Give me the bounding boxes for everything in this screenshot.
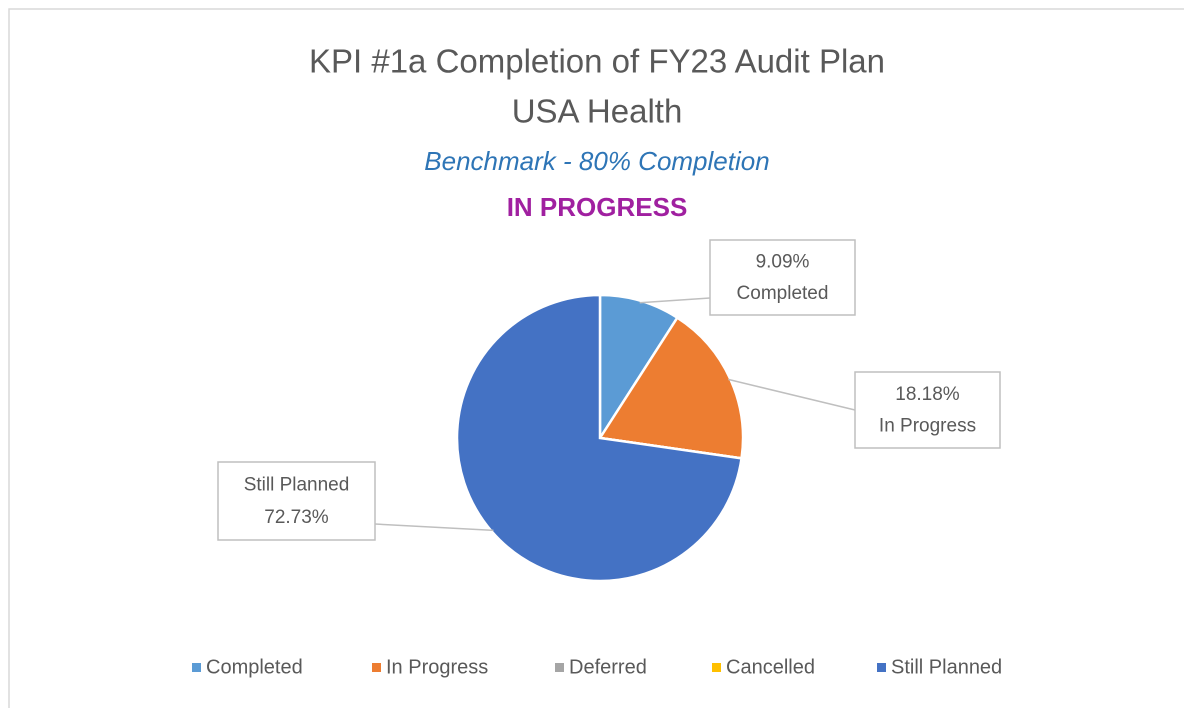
legend-label: Completed <box>206 656 303 678</box>
status-note: IN PROGRESS <box>507 192 688 222</box>
legend-label: In Progress <box>386 656 488 678</box>
pie-slice <box>455 293 743 583</box>
data-label-category: Completed <box>737 283 829 304</box>
legend-label: Still Planned <box>891 656 1002 678</box>
label-box <box>854 371 1001 449</box>
benchmark-note: Benchmark - 80% Completion <box>424 146 769 176</box>
leader-line <box>374 523 494 532</box>
leader-line <box>639 297 711 304</box>
legend-swatch <box>192 663 201 672</box>
leader-line <box>728 378 856 411</box>
data-label-category: Still Planned <box>244 474 350 495</box>
data-label: 72.73% <box>264 507 329 528</box>
pie-slice <box>598 293 680 443</box>
legend-swatch <box>712 663 721 672</box>
label-box <box>217 461 376 541</box>
data-label: 18.18% <box>895 384 960 405</box>
chart-title: KPI #1a Completion of FY23 Audit Plan <box>309 43 885 80</box>
legend-swatch <box>555 663 564 672</box>
data-label: 9.09% <box>756 252 810 273</box>
chart-subtitle: USA Health <box>512 93 683 130</box>
legend-label: Cancelled <box>726 656 815 678</box>
legend-swatch <box>877 663 886 672</box>
pie-slice <box>597 315 745 460</box>
data-label-category: In Progress <box>879 416 976 437</box>
label-box <box>709 239 856 316</box>
legend-label: Deferred <box>569 656 647 678</box>
legend-swatch <box>372 663 381 672</box>
